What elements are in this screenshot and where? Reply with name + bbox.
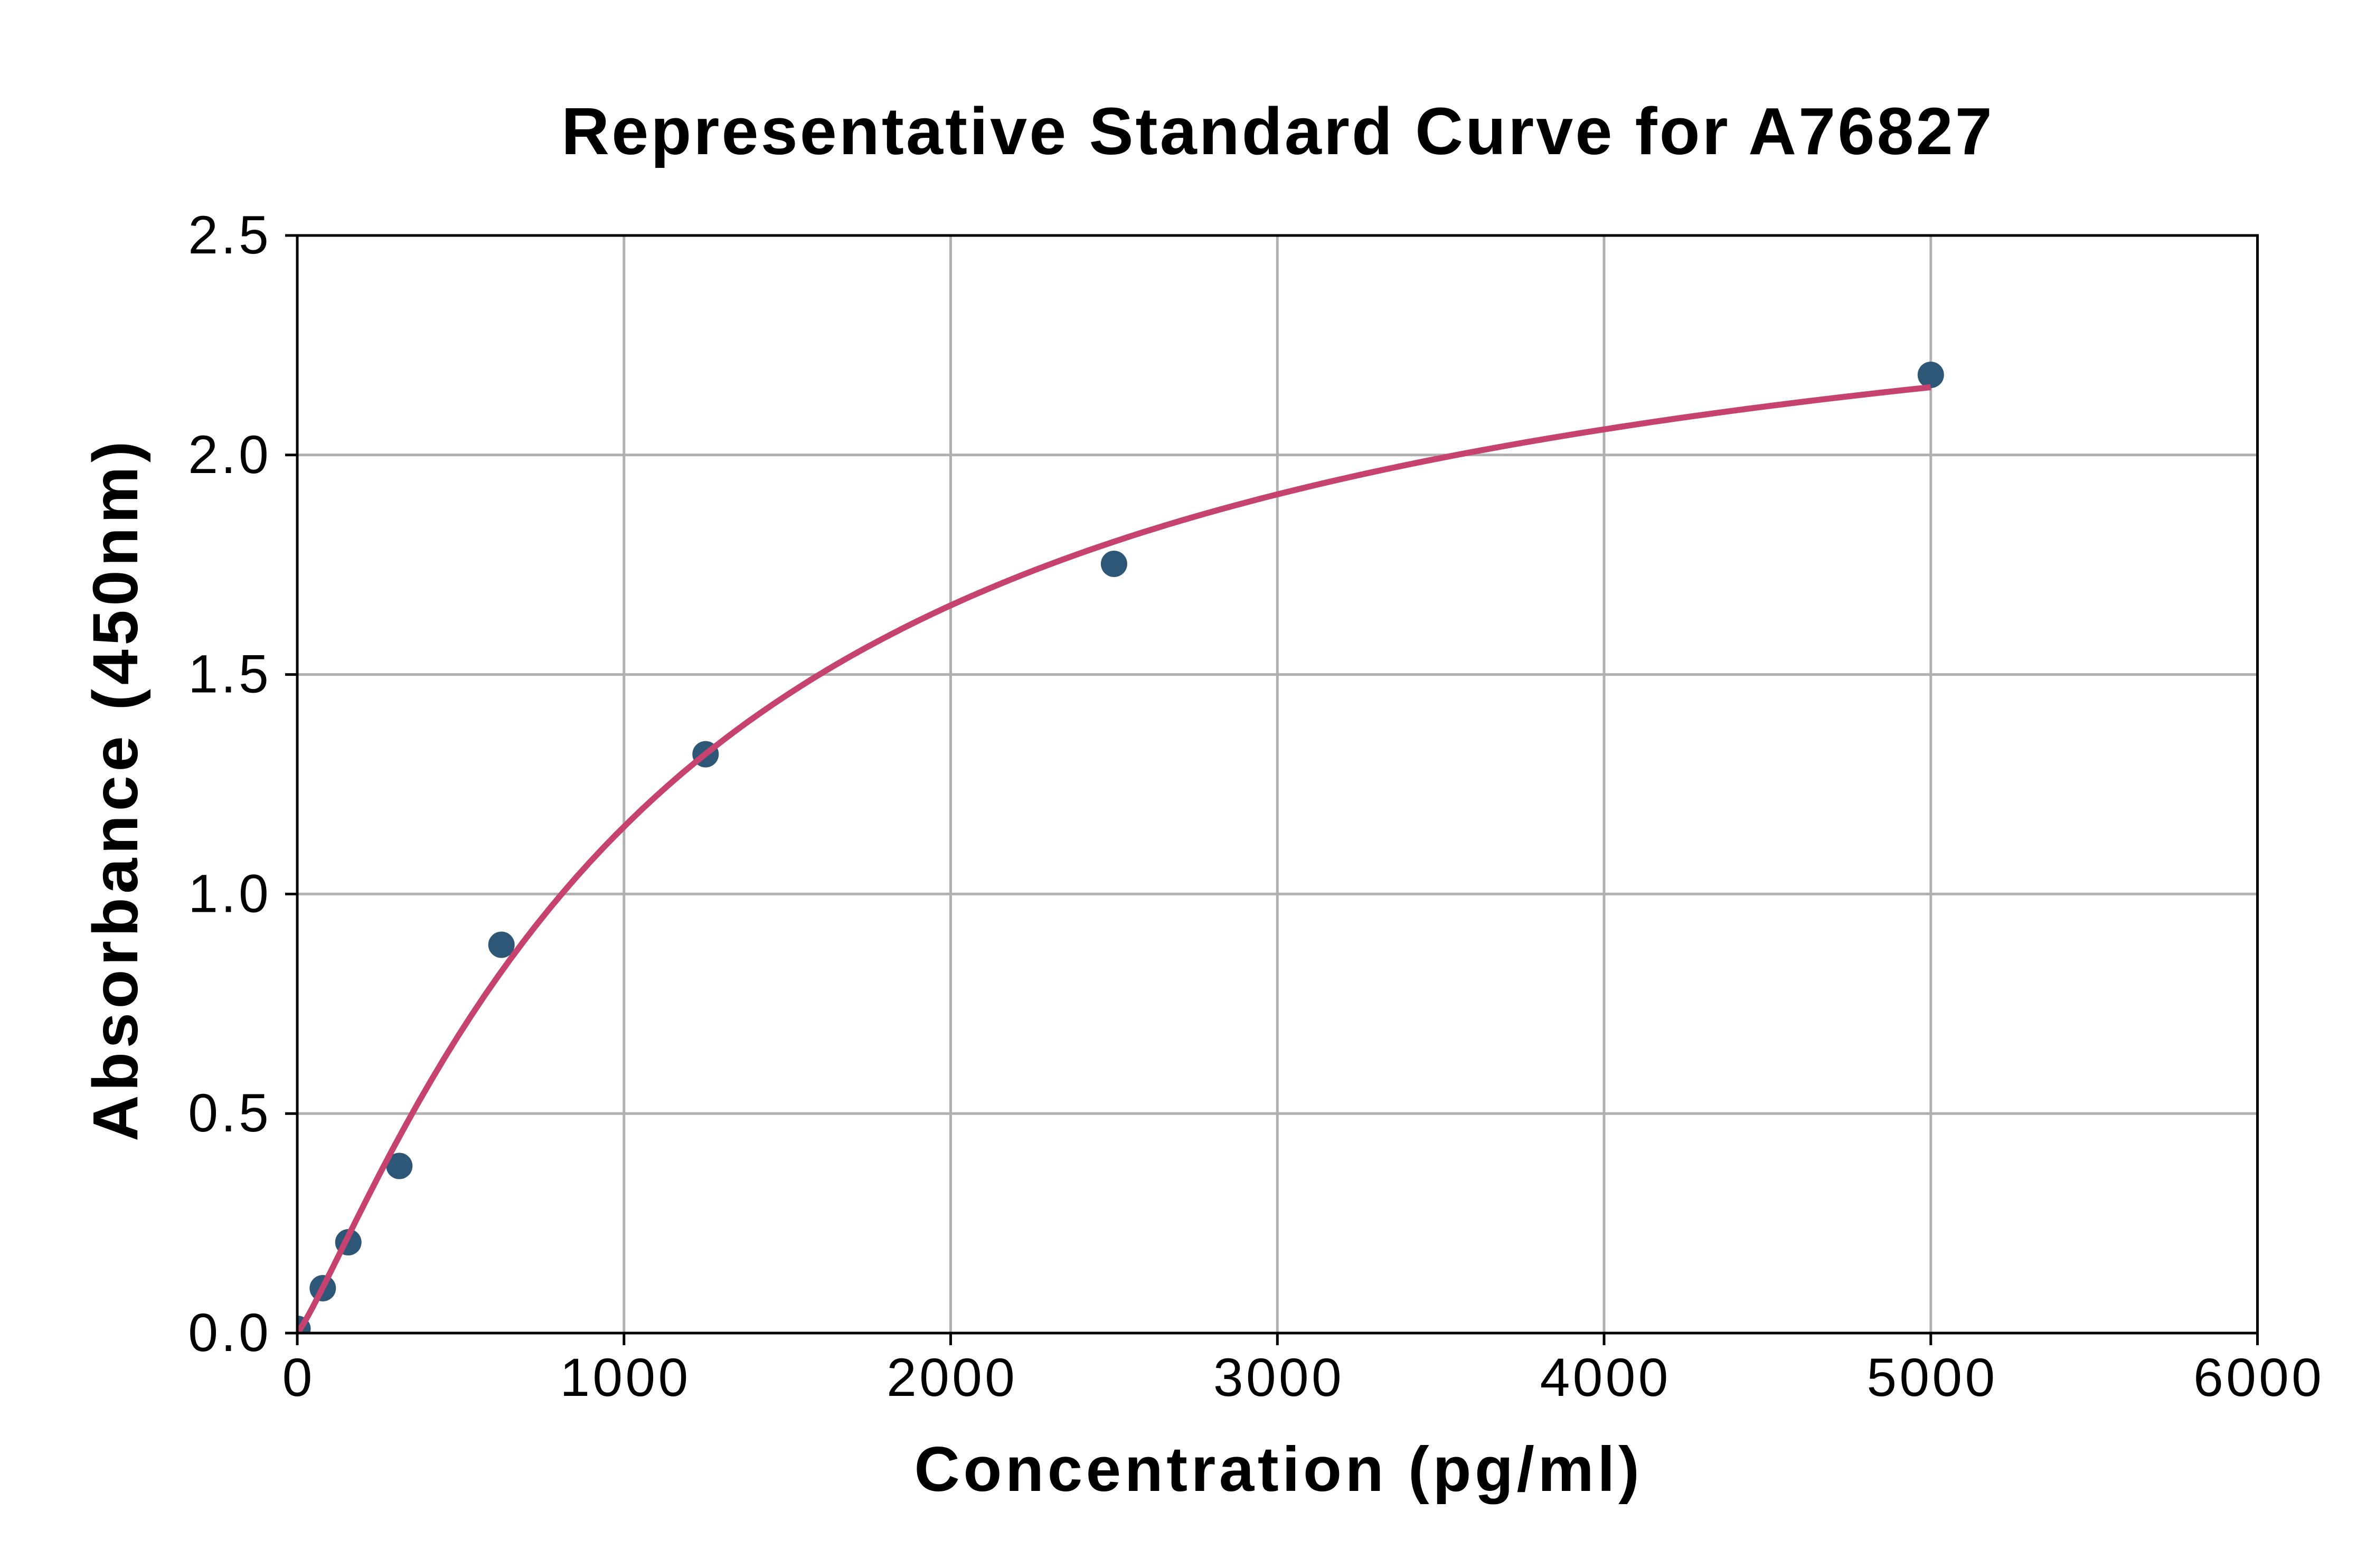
svg-text:1000: 1000 bbox=[560, 1347, 691, 1408]
svg-text:4000: 4000 bbox=[1540, 1347, 1671, 1408]
svg-text:1.0: 1.0 bbox=[188, 863, 271, 923]
svg-text:5000: 5000 bbox=[1866, 1347, 1997, 1408]
svg-text:2000: 2000 bbox=[887, 1347, 1017, 1408]
svg-text:Representative Standard Curve: Representative Standard Curve for A76827 bbox=[561, 94, 1994, 168]
svg-text:6000: 6000 bbox=[2193, 1347, 2324, 1408]
svg-text:Absorbance (450nm): Absorbance (450nm) bbox=[79, 437, 151, 1141]
svg-text:2.0: 2.0 bbox=[188, 424, 271, 485]
svg-text:0.5: 0.5 bbox=[188, 1083, 271, 1143]
svg-text:0.0: 0.0 bbox=[188, 1302, 271, 1363]
svg-text:3000: 3000 bbox=[1213, 1347, 1344, 1408]
svg-text:1.5: 1.5 bbox=[188, 644, 271, 704]
svg-text:2.5: 2.5 bbox=[188, 205, 271, 265]
svg-text:0: 0 bbox=[282, 1347, 315, 1408]
svg-text:Concentration (pg/ml): Concentration (pg/ml) bbox=[914, 1434, 1643, 1505]
